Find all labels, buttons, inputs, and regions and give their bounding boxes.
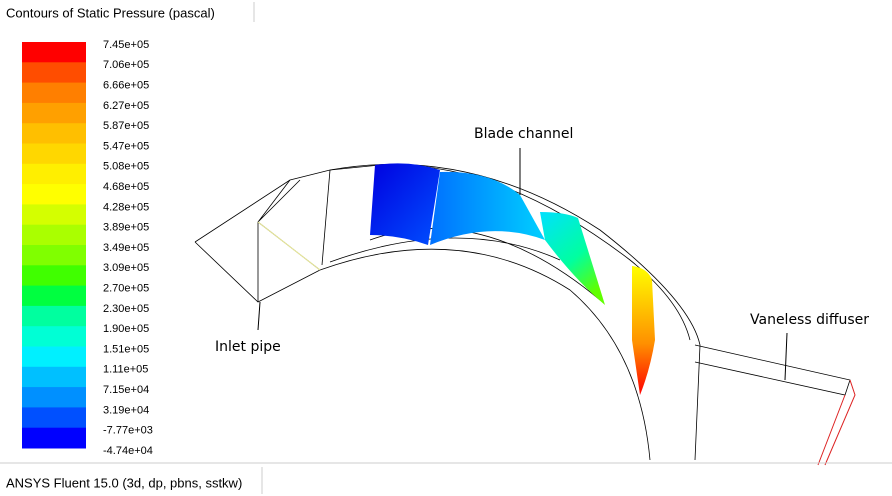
colorbar: 7.45e+05 7.06e+05 6.66e+05 6.27e+05 5.87e+05… [22,39,153,457]
color-band [22,143,86,165]
geometry [194,148,856,466]
annotation: Blade channel [474,126,573,142]
title: Contours of Static Pressure (pascal) [6,5,215,20]
color-band [22,366,86,388]
legend-label: 7.45e+05 [103,39,149,51]
annotation: Vaneless diffuser [750,312,869,328]
color-band [22,305,86,327]
legend-label: 4.28e+05 [103,201,149,213]
color-band [22,204,86,226]
color-band [22,245,86,266]
footer: ANSYS Fluent 15.0 (3d, dp, pbns, sstkw) [6,475,242,490]
legend-label: 7.06e+05 [103,59,149,71]
color-band [22,427,86,449]
legend-label: -4.74e+04 [103,445,153,457]
color-band [22,123,86,144]
legend-label: 1.90e+05 [103,323,149,335]
legend-label: 6.66e+05 [103,80,149,92]
legend-label: -7.77e+03 [103,425,153,437]
color-band [22,387,86,408]
legend-label: 3.89e+05 [103,222,149,234]
legend-label: 5.08e+05 [103,161,149,173]
legend-label: 2.30e+05 [103,303,149,315]
annotation: Inlet pipe [215,339,281,355]
color-band [22,184,86,205]
color-band [22,62,86,84]
color-band [22,163,86,185]
legend-label: 3.19e+04 [103,404,149,416]
legend-label: 5.87e+05 [103,120,149,132]
legend-label: 2.70e+05 [103,283,149,295]
legend-label: 5.47e+05 [103,140,149,152]
legend-label: 4.68e+05 [103,181,149,193]
color-band [22,82,86,104]
color-band [22,265,86,287]
color-band [22,285,86,307]
legend-label: 3.49e+05 [103,242,149,254]
legend-label: 1.51e+05 [103,343,149,355]
color-band [22,224,86,246]
legend-label: 1.11e+05 [103,364,148,376]
legend-label: 7.15e+04 [103,384,149,396]
color-band [22,326,86,347]
legend-label: 3.09e+05 [103,262,149,274]
color-band [22,42,86,63]
legend-label: 6.27e+05 [103,100,149,112]
color-band [22,407,86,429]
color-band [22,102,86,124]
color-band [22,346,86,368]
